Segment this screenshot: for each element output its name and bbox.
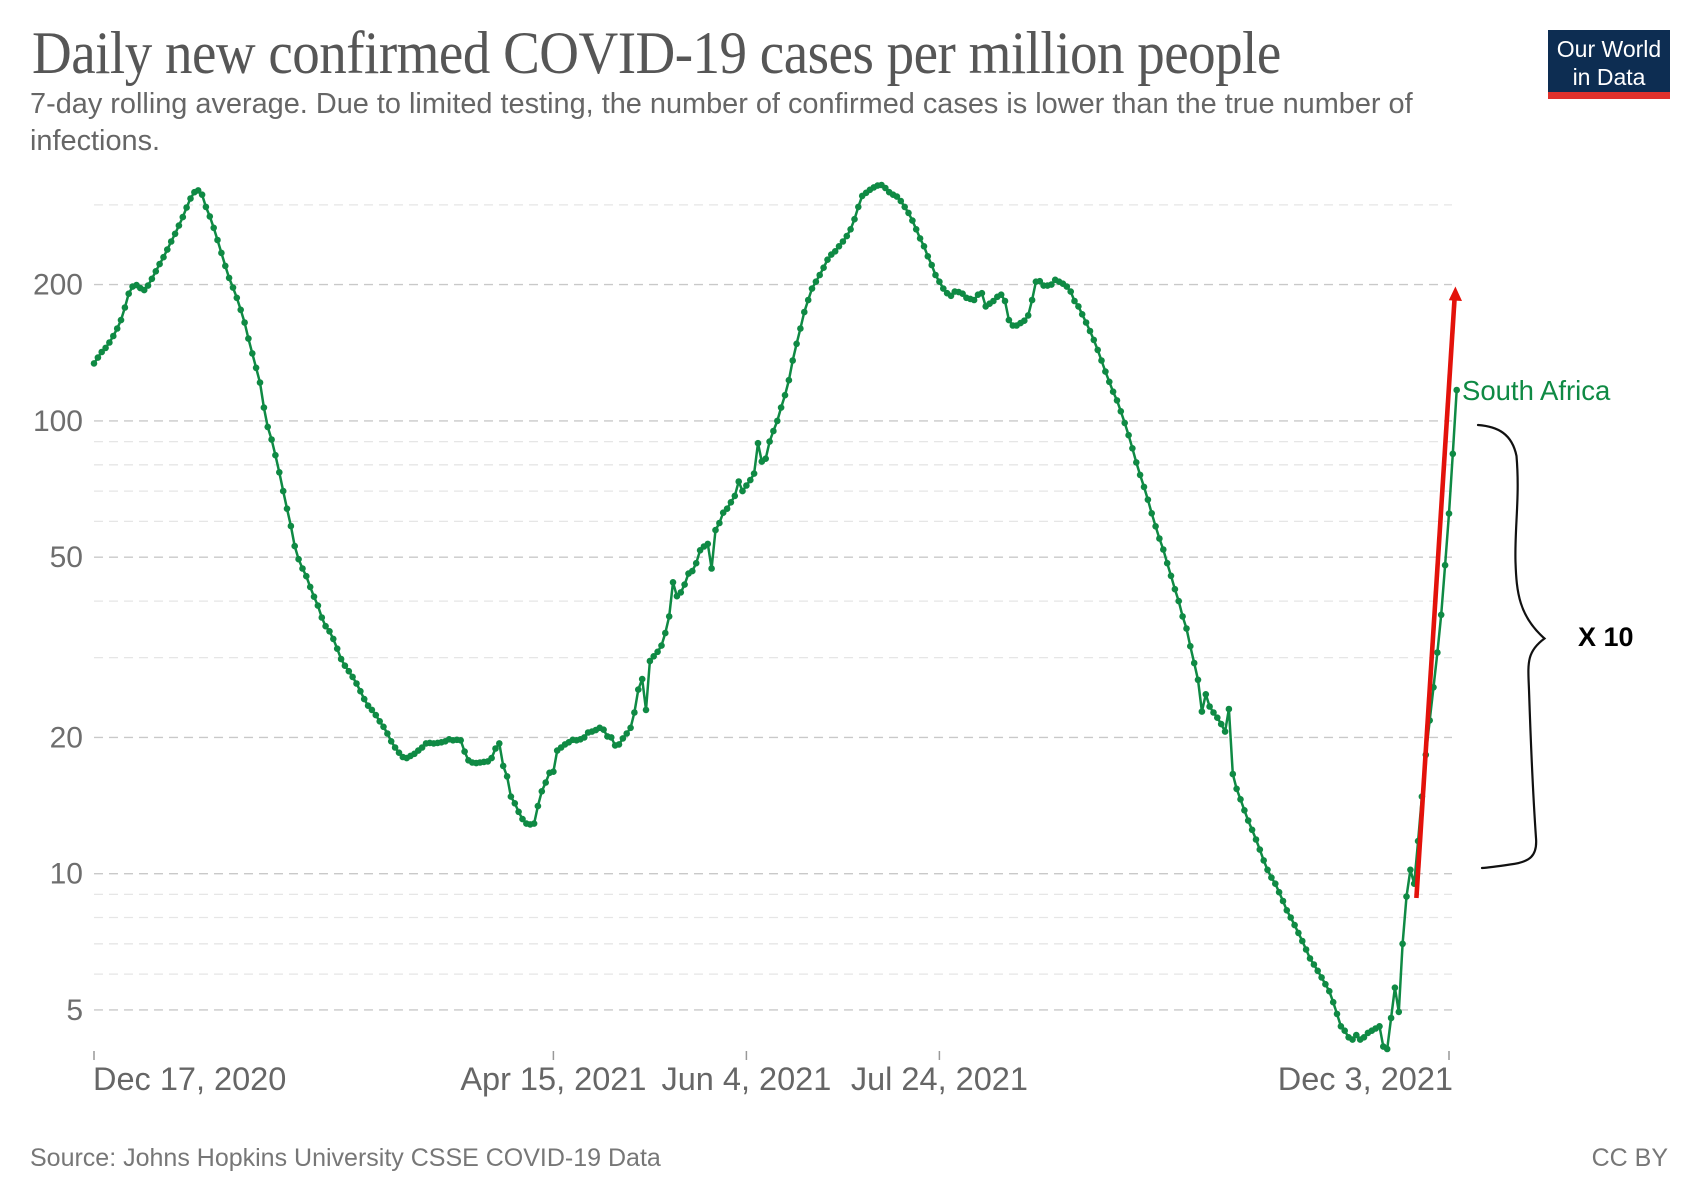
svg-text:Dec 17, 2020: Dec 17, 2020 [93,1061,286,1097]
svg-text:10: 10 [50,858,83,891]
svg-text:20: 20 [50,721,83,754]
svg-text:100: 100 [33,405,83,438]
svg-text:Jul 24, 2021: Jul 24, 2021 [851,1061,1028,1097]
svg-text:5: 5 [66,994,83,1027]
svg-text:Apr 15, 2021: Apr 15, 2021 [460,1061,646,1097]
svg-text:X 10: X 10 [1578,622,1634,652]
svg-text:50: 50 [50,541,83,574]
svg-text:Dec 3, 2021: Dec 3, 2021 [1278,1061,1453,1097]
svg-text:South Africa: South Africa [1462,375,1611,406]
svg-text:200: 200 [33,269,83,302]
svg-text:Jun 4, 2021: Jun 4, 2021 [661,1061,831,1097]
